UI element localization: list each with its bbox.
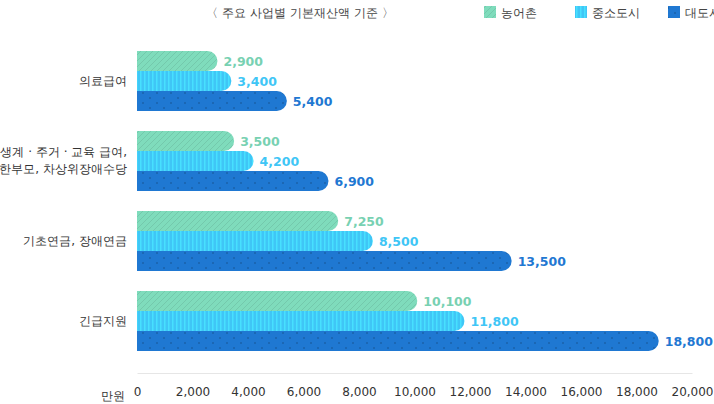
x-tick: 18,000	[616, 373, 658, 399]
x-tick: 16,000	[561, 373, 603, 399]
bar	[137, 311, 464, 331]
bar	[137, 131, 234, 151]
x-tick: 8,000	[342, 373, 376, 399]
x-tick: 14,000	[505, 373, 547, 399]
x-tick-label: 6,000	[287, 385, 321, 399]
legend-label: 농어촌	[501, 6, 537, 20]
x-tick: 0	[134, 373, 142, 399]
x-tick-label: 20,000	[672, 385, 714, 399]
data-label: 13,500	[518, 254, 567, 269]
legend-swatch	[668, 6, 680, 18]
data-label: 8,500	[379, 234, 419, 249]
x-tick: 10,000	[394, 373, 436, 399]
y-tick: 의료급여	[79, 74, 137, 88]
y-tick: 긴급지원	[79, 314, 137, 328]
bar	[137, 331, 659, 351]
y-axis: 의료급여생계 · 주거 · 교육 급여,한부모, 차상위장애수당기초연금, 장애…	[0, 74, 137, 328]
chart-container: 〈 주요 사업별 기본재산액 기준 〉 농어촌 중소도시 대도시 2,900 3,500 7…	[0, 0, 714, 404]
x-tick-label: 10,000	[394, 385, 436, 399]
bar	[137, 151, 254, 171]
data-label: 10,100	[423, 294, 472, 309]
data-label: 18,800	[665, 334, 714, 349]
y-tick-label: 기초연금, 장애연금	[23, 234, 127, 248]
y-tick-label: 생계 · 주거 · 교육 급여,한부모, 차상위장애수당	[0, 145, 127, 176]
x-tick-label: 16,000	[561, 385, 603, 399]
data-label: 11,800	[470, 314, 519, 329]
chart-title: 〈 주요 사업별 기본재산액 기준 〉	[206, 6, 393, 20]
x-tick: 4,000	[231, 373, 265, 399]
data-label: 3,500	[240, 134, 280, 149]
y-tick-label: 긴급지원	[79, 314, 127, 328]
data-label: 7,250	[344, 214, 384, 229]
x-tick: 2,000	[176, 373, 210, 399]
bar	[137, 91, 287, 111]
bar	[137, 51, 217, 71]
legend-swatch	[484, 6, 496, 18]
data-label: 4,200	[260, 154, 300, 169]
y-tick: 기초연금, 장애연금	[23, 234, 137, 248]
data-labels: 2,900 3,500 7,250 10,100 3,400 4,200 8,500 11,8…	[223, 54, 713, 349]
legend-label: 대도시	[685, 6, 714, 20]
x-tick: 20,000	[672, 373, 714, 399]
x-axis: 0 2,000 4,000 6,000 8,000 10,000 12,000 14,000 1…	[134, 373, 714, 399]
x-tick-label: 0	[134, 385, 142, 399]
data-label: 5,400	[293, 94, 333, 109]
bar	[137, 171, 328, 191]
legend-swatch	[575, 6, 587, 18]
y-tick: 생계 · 주거 · 교육 급여,한부모, 차상위장애수당	[0, 145, 137, 176]
data-label: 2,900	[223, 54, 263, 69]
x-tick-label: 2,000	[176, 385, 210, 399]
legend-label: 중소도시	[592, 6, 640, 20]
x-tick-label: 8,000	[342, 385, 376, 399]
bar	[137, 291, 417, 311]
x-axis-title: 만원	[101, 389, 125, 403]
bar	[137, 231, 373, 251]
x-tick-label: 12,000	[450, 385, 492, 399]
bar	[137, 251, 512, 271]
x-tick: 12,000	[450, 373, 492, 399]
bar	[137, 211, 338, 231]
x-axis-line	[138, 373, 693, 374]
data-label: 6,900	[334, 174, 374, 189]
x-tick: 6,000	[287, 373, 321, 399]
data-label: 3,400	[237, 74, 277, 89]
bar	[137, 71, 231, 91]
legend: 농어촌 중소도시 대도시	[484, 6, 714, 20]
x-tick-label: 18,000	[616, 385, 658, 399]
chart-svg: 〈 주요 사업별 기본재산액 기준 〉 농어촌 중소도시 대도시 2,900 3,500 7…	[0, 0, 714, 404]
x-tick-label: 4,000	[231, 385, 265, 399]
x-tick-label: 14,000	[505, 385, 547, 399]
y-tick-label: 의료급여	[79, 74, 127, 88]
bars	[137, 51, 659, 351]
